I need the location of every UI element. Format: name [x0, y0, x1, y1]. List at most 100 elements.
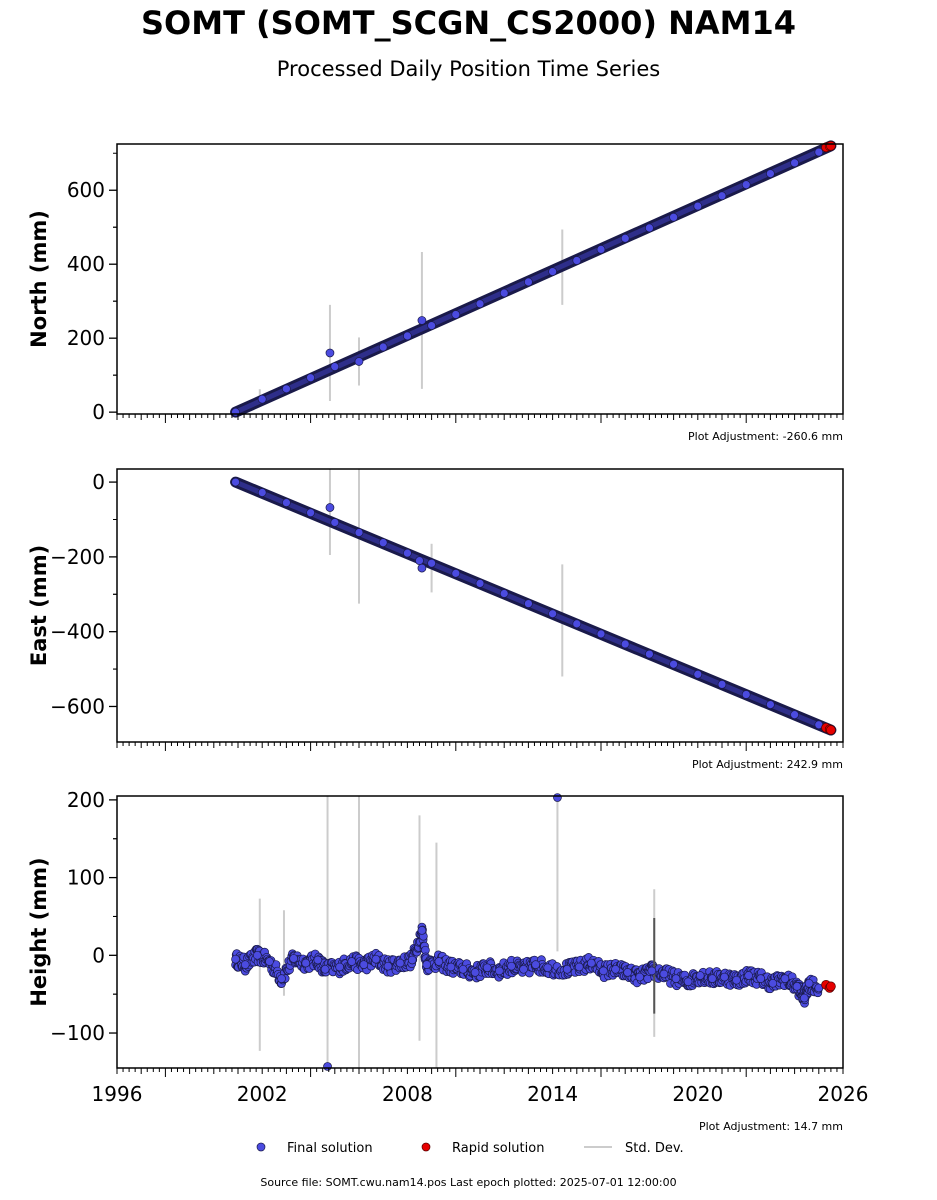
final-point	[313, 955, 323, 965]
final-point	[620, 639, 630, 649]
final-point	[766, 700, 775, 709]
final-point	[732, 975, 741, 985]
final-point	[383, 961, 393, 971]
final-point	[495, 966, 504, 976]
final-point	[741, 180, 751, 190]
final-point	[635, 972, 645, 982]
x-tick-label: 2002	[237, 1082, 288, 1106]
final-point	[354, 528, 364, 537]
final-point	[434, 957, 444, 966]
final-point	[645, 223, 654, 233]
final-point	[265, 957, 274, 966]
final-point	[756, 974, 766, 983]
final-point	[741, 690, 751, 699]
final-point	[451, 310, 461, 319]
final-point	[325, 503, 335, 512]
final-point	[717, 680, 727, 689]
final-point	[543, 963, 553, 973]
figure-subtitle: Processed Daily Position Time Series	[276, 57, 661, 81]
y-tick-label: 600	[67, 178, 105, 202]
final-point	[814, 147, 824, 157]
final-point	[475, 299, 485, 309]
final-point	[695, 971, 705, 980]
final-point	[620, 233, 630, 243]
final-point	[395, 958, 405, 968]
x-tick-label: 2026	[818, 1082, 869, 1106]
legend-rapid-marker	[421, 1142, 431, 1152]
plot-adjustment-label: Plot Adjustment: -260.6 mm	[688, 430, 843, 443]
final-point	[669, 212, 678, 222]
final-point	[647, 966, 657, 976]
final-point	[548, 267, 557, 276]
final-point	[645, 649, 654, 659]
panel-3: −100 0 100 200 Height (mm) Plot Adjustment: 1…	[27, 788, 868, 1133]
final-point	[499, 288, 509, 298]
final-point	[531, 960, 541, 969]
rapid-point	[826, 725, 836, 735]
x-tick-label: 1996	[92, 1082, 143, 1106]
x-tick-label: 2008	[382, 1082, 433, 1106]
final-point	[669, 659, 678, 669]
final-point	[683, 977, 693, 987]
final-point	[482, 963, 492, 973]
final-point	[804, 978, 814, 988]
final-point	[611, 964, 620, 974]
final-point	[553, 793, 562, 802]
y-tick-label: 0	[92, 943, 105, 967]
final-point	[572, 256, 582, 265]
final-point	[507, 961, 516, 971]
final-point	[347, 957, 357, 966]
y-tick-label: 100	[67, 866, 105, 890]
final-point	[693, 201, 703, 211]
final-point	[427, 321, 436, 330]
final-point	[323, 1062, 332, 1071]
y-axis-label: East (mm)	[27, 545, 51, 666]
y-tick-label: −600	[50, 694, 105, 718]
final-point	[231, 477, 240, 487]
final-point	[378, 342, 388, 352]
final-point	[659, 969, 669, 979]
final-point	[325, 348, 335, 358]
final-point	[596, 245, 606, 254]
final-point	[240, 960, 250, 969]
rapid-point	[826, 981, 836, 992]
final-point	[257, 488, 267, 497]
final-point	[766, 169, 775, 178]
plot-frame	[116, 468, 844, 743]
final-point	[572, 619, 582, 629]
final-point	[790, 710, 799, 720]
final-point	[799, 993, 809, 1003]
final-point	[524, 277, 533, 287]
final-point	[306, 373, 315, 383]
y-tick-label: 400	[67, 252, 105, 276]
final-point	[415, 556, 424, 565]
footer: Source file: SOMT.cwu.nam14.pos Last epo…	[0, 1176, 937, 1189]
final-point	[301, 958, 311, 968]
final-point	[519, 964, 528, 974]
legend-rapid-label: Rapid solution	[452, 1141, 544, 1156]
final-point	[253, 950, 262, 960]
plot-adjustment-label: Plot Adjustment: 14.7 mm	[699, 1120, 843, 1133]
final-point	[335, 962, 344, 972]
y-tick-label: 200	[67, 788, 105, 812]
final-point	[792, 982, 802, 991]
final-point	[475, 579, 485, 588]
final-point	[744, 971, 753, 980]
legend-final-label: Final solution	[287, 1141, 373, 1156]
final-point	[257, 394, 267, 404]
final-point	[596, 629, 606, 639]
final-point	[427, 558, 436, 568]
final-point	[407, 955, 417, 965]
final-point	[282, 498, 291, 508]
trend-band-core	[233, 479, 834, 733]
final-point	[780, 974, 790, 983]
final-point	[306, 508, 315, 518]
final-point	[330, 362, 340, 372]
final-point	[231, 954, 240, 964]
y-tick-label: 0	[92, 400, 105, 424]
final-point	[403, 548, 412, 558]
final-point	[359, 960, 369, 969]
final-point	[320, 964, 330, 974]
final-point	[446, 962, 456, 972]
